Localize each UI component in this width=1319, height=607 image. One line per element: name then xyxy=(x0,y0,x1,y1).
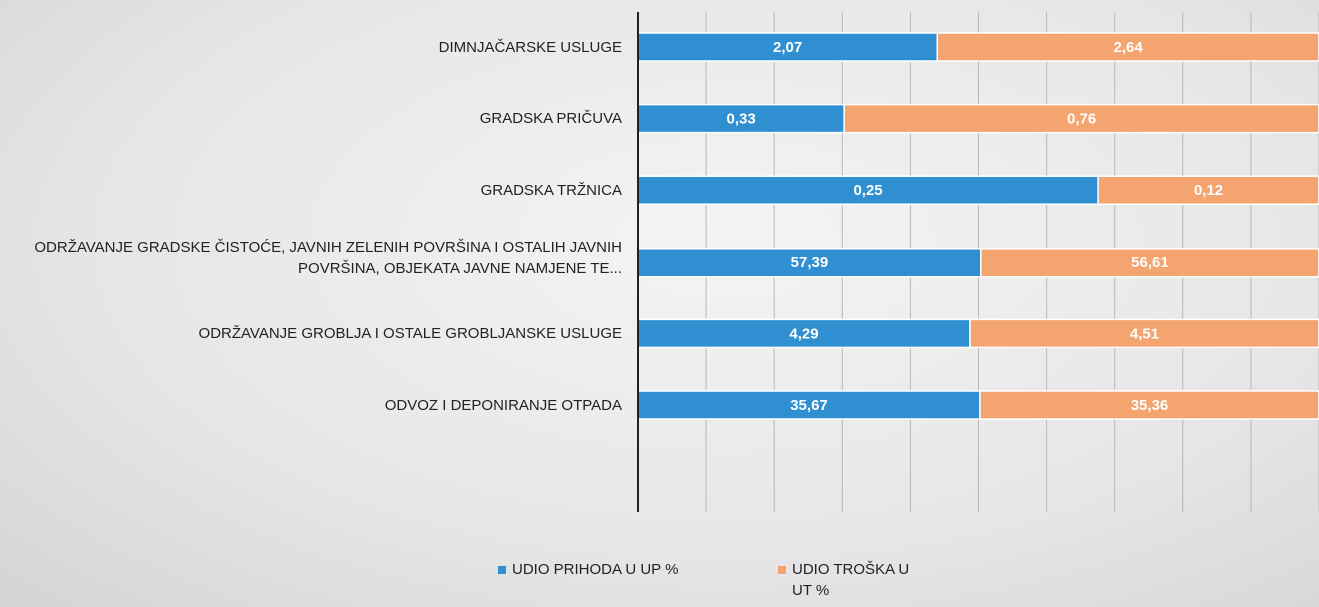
category-label: DIMNJAČARSKE USLUGE xyxy=(438,38,622,56)
value-label: 4,51 xyxy=(1130,325,1159,342)
bar-segment xyxy=(1097,175,1319,205)
value-label: 0,12 xyxy=(1194,182,1223,199)
category-label: ODRŽAVANJE GRADSKE ČISTOĆE, JAVNIH ZELEN… xyxy=(34,238,622,277)
value-label: 0,76 xyxy=(1067,111,1096,128)
category-label: ODVOZ I DEPONIRANJE OTPADA xyxy=(384,396,622,414)
bar-segment xyxy=(637,390,981,420)
legend-label: UDIO PRIHODA U UP % xyxy=(512,561,679,578)
value-label: 35,67 xyxy=(790,397,828,414)
value-label: 0,25 xyxy=(853,182,882,199)
legend-swatch xyxy=(498,566,506,574)
legend-label: UDIO TROŠKA U UT % xyxy=(792,561,910,599)
value-label: 0,33 xyxy=(726,111,755,128)
value-label: 2,64 xyxy=(1114,39,1144,56)
bar-segment xyxy=(936,32,1319,62)
value-label: 56,61 xyxy=(1131,254,1169,271)
value-label: 2,07 xyxy=(773,39,802,56)
value-label: 35,36 xyxy=(1131,397,1169,414)
legend-swatch xyxy=(778,566,786,574)
bar-segment xyxy=(637,318,971,349)
bar-segment xyxy=(637,175,1099,205)
category-label: GRADSKA PRIČUVA xyxy=(479,110,622,128)
value-label: 4,29 xyxy=(789,325,818,342)
bar-segment xyxy=(637,103,845,134)
category-label: GRADSKA TRŽNICA xyxy=(480,181,622,199)
bar-segment xyxy=(969,318,1319,349)
category-label: ODRŽAVANJE GROBLJA I OSTALE GROBLJANSKE … xyxy=(198,324,622,342)
value-label: 57,39 xyxy=(791,254,829,271)
bar-segment xyxy=(843,103,1319,134)
bar-segment xyxy=(979,390,1319,420)
